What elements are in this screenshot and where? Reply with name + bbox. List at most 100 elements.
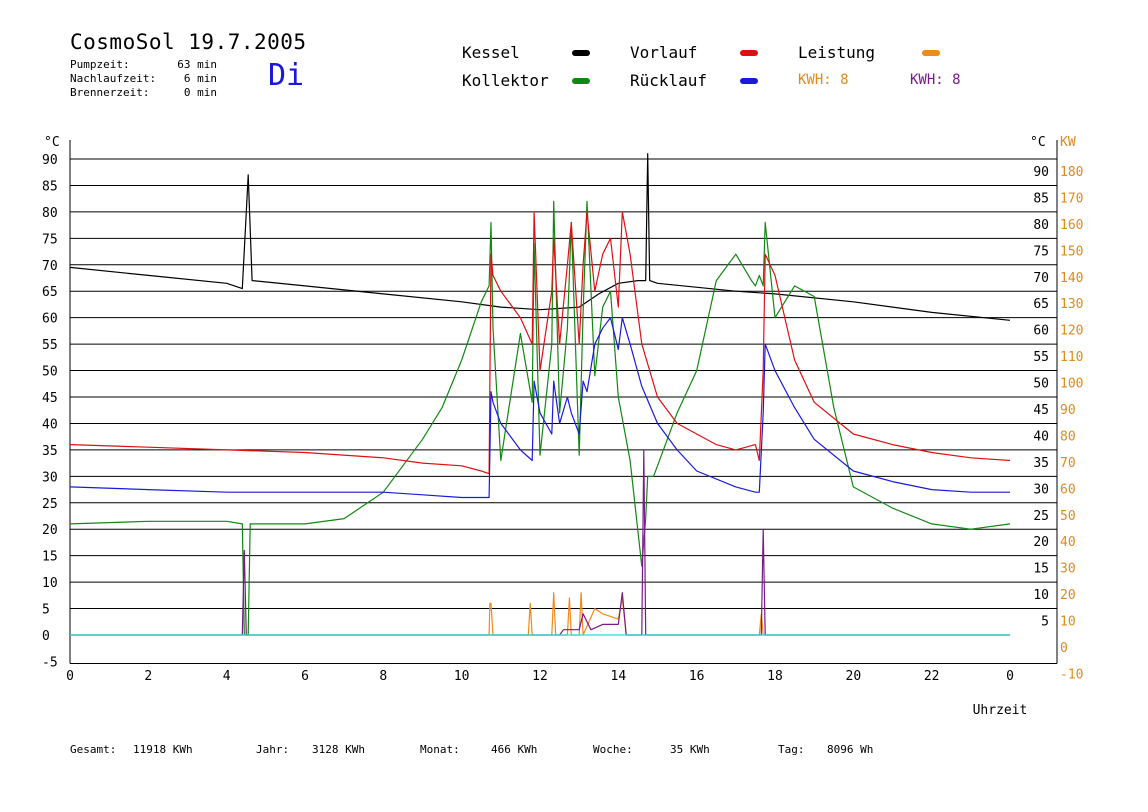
y-tick-left-80: 80 — [42, 206, 58, 221]
y-tick-right-25: 25 — [1033, 509, 1049, 524]
stat-label-brennerzeit: Brennerzeit: — [70, 86, 150, 99]
y-tick-power-150: 150 — [1060, 244, 1083, 259]
y-tick-power-0: 0 — [1060, 641, 1068, 656]
y-tick-right-30: 30 — [1033, 482, 1049, 497]
footer-tag-value: 8096 Wh — [827, 743, 874, 756]
y-tick-left-45: 45 — [42, 391, 58, 406]
y-tick-right-15: 15 — [1033, 562, 1049, 577]
y-tick-right-90: 90 — [1033, 165, 1049, 180]
x-tick-5: 10 — [454, 669, 470, 684]
y-tick-left-20: 20 — [42, 523, 58, 538]
y-tick-right-60: 60 — [1033, 324, 1049, 339]
legend-label-kessel: Kessel — [462, 43, 520, 62]
y-tick-power-70: 70 — [1060, 456, 1076, 471]
y-tick-right-50: 50 — [1033, 377, 1049, 392]
footer-jahr-label: Jahr: — [256, 743, 290, 756]
y-tick-power-130: 130 — [1060, 297, 1083, 312]
footer-monat-label: Monat: — [420, 743, 460, 756]
x-tick-4: 8 — [379, 669, 387, 684]
x-tick-7: 14 — [611, 669, 627, 684]
y-tick-left--5: -5 — [42, 655, 58, 670]
y-tick-left-55: 55 — [42, 338, 58, 353]
y-tick-power-40: 40 — [1060, 535, 1076, 550]
series-line-kollektor — [69, 200, 1011, 636]
y-tick-power--10: -10 — [1060, 667, 1083, 682]
y-tick-left-90: 90 — [42, 153, 58, 168]
legend-label-ruecklauf: Rücklauf — [630, 71, 708, 90]
legend-label-kollektor: Kollektor — [462, 71, 549, 90]
kwh-purple-label: KWH: 8 — [910, 72, 961, 88]
y-tick-left-5: 5 — [42, 603, 50, 618]
stat-value-nachlaufzeit: 6 min — [183, 72, 217, 85]
y-tick-right-5: 5 — [1041, 615, 1049, 630]
y-tick-left-75: 75 — [42, 232, 58, 247]
x-tick-0: 0 — [66, 669, 74, 684]
y-tick-power-140: 140 — [1060, 271, 1083, 286]
y-axis-unit-right: °C — [1030, 135, 1046, 150]
y-tick-left-30: 30 — [42, 470, 58, 485]
y-tick-power-10: 10 — [1060, 615, 1076, 630]
series-line-vorlauf — [69, 211, 1011, 475]
legend-swatch-kessel — [572, 50, 590, 56]
x-tick-3: 6 — [301, 669, 309, 684]
y-tick-power-180: 180 — [1060, 165, 1083, 180]
footer-monat-value: 466 KWh — [491, 743, 538, 756]
x-tick-2: 4 — [223, 669, 231, 684]
chart-title: CosmoSol 19.7.2005 — [70, 30, 307, 54]
y-tick-left-40: 40 — [42, 417, 58, 432]
y-tick-power-50: 50 — [1060, 509, 1076, 524]
y-tick-power-120: 120 — [1060, 324, 1083, 339]
y-tick-right-75: 75 — [1033, 244, 1049, 259]
y-tick-right-20: 20 — [1033, 535, 1049, 550]
x-tick-11: 22 — [924, 669, 940, 684]
legend-label-vorlauf: Vorlauf — [630, 43, 698, 62]
stat-label-nachlaufzeit: Nachlaufzeit: — [70, 72, 157, 85]
footer-tag-label: Tag: — [778, 743, 805, 756]
y-tick-power-60: 60 — [1060, 482, 1076, 497]
y-tick-power-80: 80 — [1060, 429, 1076, 444]
footer-gesamt-value: 11918 KWh — [133, 743, 193, 756]
stat-value-pumpzeit: 63 min — [177, 58, 217, 71]
stat-value-brennerzeit: 0 min — [183, 86, 217, 99]
y-tick-power-100: 100 — [1060, 377, 1083, 392]
series-line-kessel — [69, 153, 1011, 321]
y-tick-left-65: 65 — [42, 285, 58, 300]
legend-swatch-leistung — [922, 50, 940, 56]
y-tick-left-60: 60 — [42, 312, 58, 327]
y-axis-unit-power: KW — [1060, 135, 1076, 150]
series-line-leistung — [70, 592, 1010, 636]
y-tick-right-10: 10 — [1033, 588, 1049, 603]
x-tick-10: 20 — [846, 669, 862, 684]
y-tick-left-85: 85 — [42, 179, 58, 194]
footer-woche-label: Woche: — [593, 743, 633, 756]
y-tick-left-35: 35 — [42, 444, 58, 459]
series-line-leistung-kwh — [70, 449, 1010, 636]
x-tick-12: 0 — [1006, 669, 1014, 684]
weekday-label: Di — [268, 58, 305, 93]
series-line-r-cklauf — [69, 317, 1010, 499]
y-axis-unit-left: °C — [44, 135, 60, 150]
y-tick-left-15: 15 — [42, 550, 58, 565]
kwh-orange-label: KWH: 8 — [798, 72, 849, 88]
y-tick-left-0: 0 — [42, 629, 50, 644]
footer-woche-value: 35 KWh — [670, 743, 710, 756]
x-tick-8: 16 — [689, 669, 705, 684]
legend-swatch-kollektor — [572, 78, 590, 84]
x-tick-6: 12 — [532, 669, 548, 684]
y-tick-right-85: 85 — [1033, 191, 1049, 206]
x-axis-label: Uhrzeit — [973, 703, 1028, 718]
y-tick-power-160: 160 — [1060, 218, 1083, 233]
y-tick-power-110: 110 — [1060, 350, 1083, 365]
x-tick-9: 18 — [767, 669, 783, 684]
y-tick-right-45: 45 — [1033, 403, 1049, 418]
y-tick-left-70: 70 — [42, 259, 58, 274]
y-tick-right-70: 70 — [1033, 271, 1049, 286]
y-tick-left-25: 25 — [42, 497, 58, 512]
y-tick-right-40: 40 — [1033, 429, 1049, 444]
footer-jahr-value: 3128 KWh — [312, 743, 365, 756]
legend-swatch-ruecklauf — [740, 78, 758, 84]
y-tick-power-30: 30 — [1060, 562, 1076, 577]
y-tick-power-20: 20 — [1060, 588, 1076, 603]
y-tick-right-65: 65 — [1033, 297, 1049, 312]
